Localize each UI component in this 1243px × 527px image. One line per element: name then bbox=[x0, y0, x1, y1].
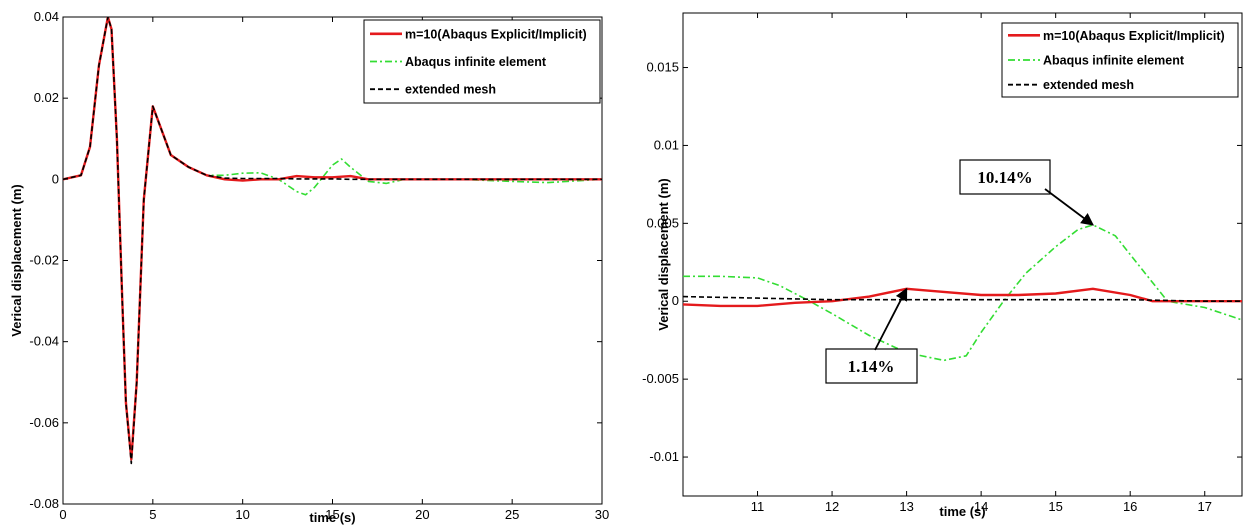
x-axis-label: time (s) bbox=[939, 504, 985, 519]
y-tick-label: 0.04 bbox=[34, 9, 59, 24]
y-tick-label: -0.01 bbox=[649, 449, 679, 464]
x-tick-label: 15 bbox=[1048, 499, 1062, 514]
chart-panel-1: 0 5 10 15 20 25 30-0.08-0.06-0.04-0.0200.020.0… bbox=[9, 9, 609, 525]
x-tick-label: 13 bbox=[899, 499, 913, 514]
x-tick-label: 30 bbox=[595, 507, 609, 522]
y-axis-label: Verical displacement (m) bbox=[656, 178, 671, 330]
annotation-arrow bbox=[875, 289, 907, 350]
x-tick-label: 16 bbox=[1123, 499, 1137, 514]
x-axis-label: time (s) bbox=[309, 510, 355, 525]
y-tick-label: 0.02 bbox=[34, 90, 59, 105]
y-tick-label: -0.02 bbox=[29, 253, 59, 268]
x-tick-label: 17 bbox=[1197, 499, 1211, 514]
y-tick-label: 0.015 bbox=[646, 60, 679, 75]
legend-label: extended mesh bbox=[1043, 78, 1134, 92]
legend: m=10(Abaqus Explicit/Implicit) Abaqus inf… bbox=[1002, 23, 1238, 97]
chart-panel-2: 11 12 13 14 15 16 17-0.01-0.00500.0050.010.015… bbox=[642, 13, 1242, 519]
annotation-arrow bbox=[1045, 189, 1093, 225]
series-line-3 bbox=[683, 297, 1242, 302]
y-tick-label: -0.005 bbox=[642, 371, 679, 386]
y-axis-label: Verical displacement (m) bbox=[9, 184, 24, 336]
x-tick-label: 0 bbox=[59, 507, 66, 522]
legend-label: Abaqus infinite element bbox=[1043, 54, 1185, 68]
annotation-callout: 1.14% bbox=[826, 289, 917, 383]
x-tick-label: 20 bbox=[415, 507, 429, 522]
x-tick-label: 12 bbox=[825, 499, 839, 514]
legend-label: m=10(Abaqus Explicit/Implicit) bbox=[1043, 29, 1225, 43]
y-tick-label: -0.08 bbox=[29, 496, 59, 511]
y-tick-label: -0.04 bbox=[29, 334, 59, 349]
y-tick-label: 0 bbox=[52, 171, 59, 186]
x-tick-label: 5 bbox=[149, 507, 156, 522]
legend-label: Abaqus infinite element bbox=[405, 55, 547, 69]
legend-label: extended mesh bbox=[405, 83, 496, 97]
legend: m=10(Abaqus Explicit/Implicit) Abaqus inf… bbox=[364, 20, 600, 103]
x-tick-label: 10 bbox=[235, 507, 249, 522]
series-line-1 bbox=[683, 289, 1242, 306]
y-tick-label: 0 bbox=[672, 293, 679, 308]
x-tick-label: 11 bbox=[751, 499, 765, 514]
x-tick-label: 25 bbox=[505, 507, 519, 522]
legend-label: m=10(Abaqus Explicit/Implicit) bbox=[405, 27, 587, 41]
series-group bbox=[683, 225, 1242, 361]
annotation-callout: 10.14% bbox=[960, 160, 1093, 225]
y-tick-label: 0.01 bbox=[654, 137, 679, 152]
y-tick-label: -0.06 bbox=[29, 415, 59, 430]
annotation-label: 1.14% bbox=[848, 357, 895, 376]
annotation-label: 10.14% bbox=[977, 168, 1032, 187]
